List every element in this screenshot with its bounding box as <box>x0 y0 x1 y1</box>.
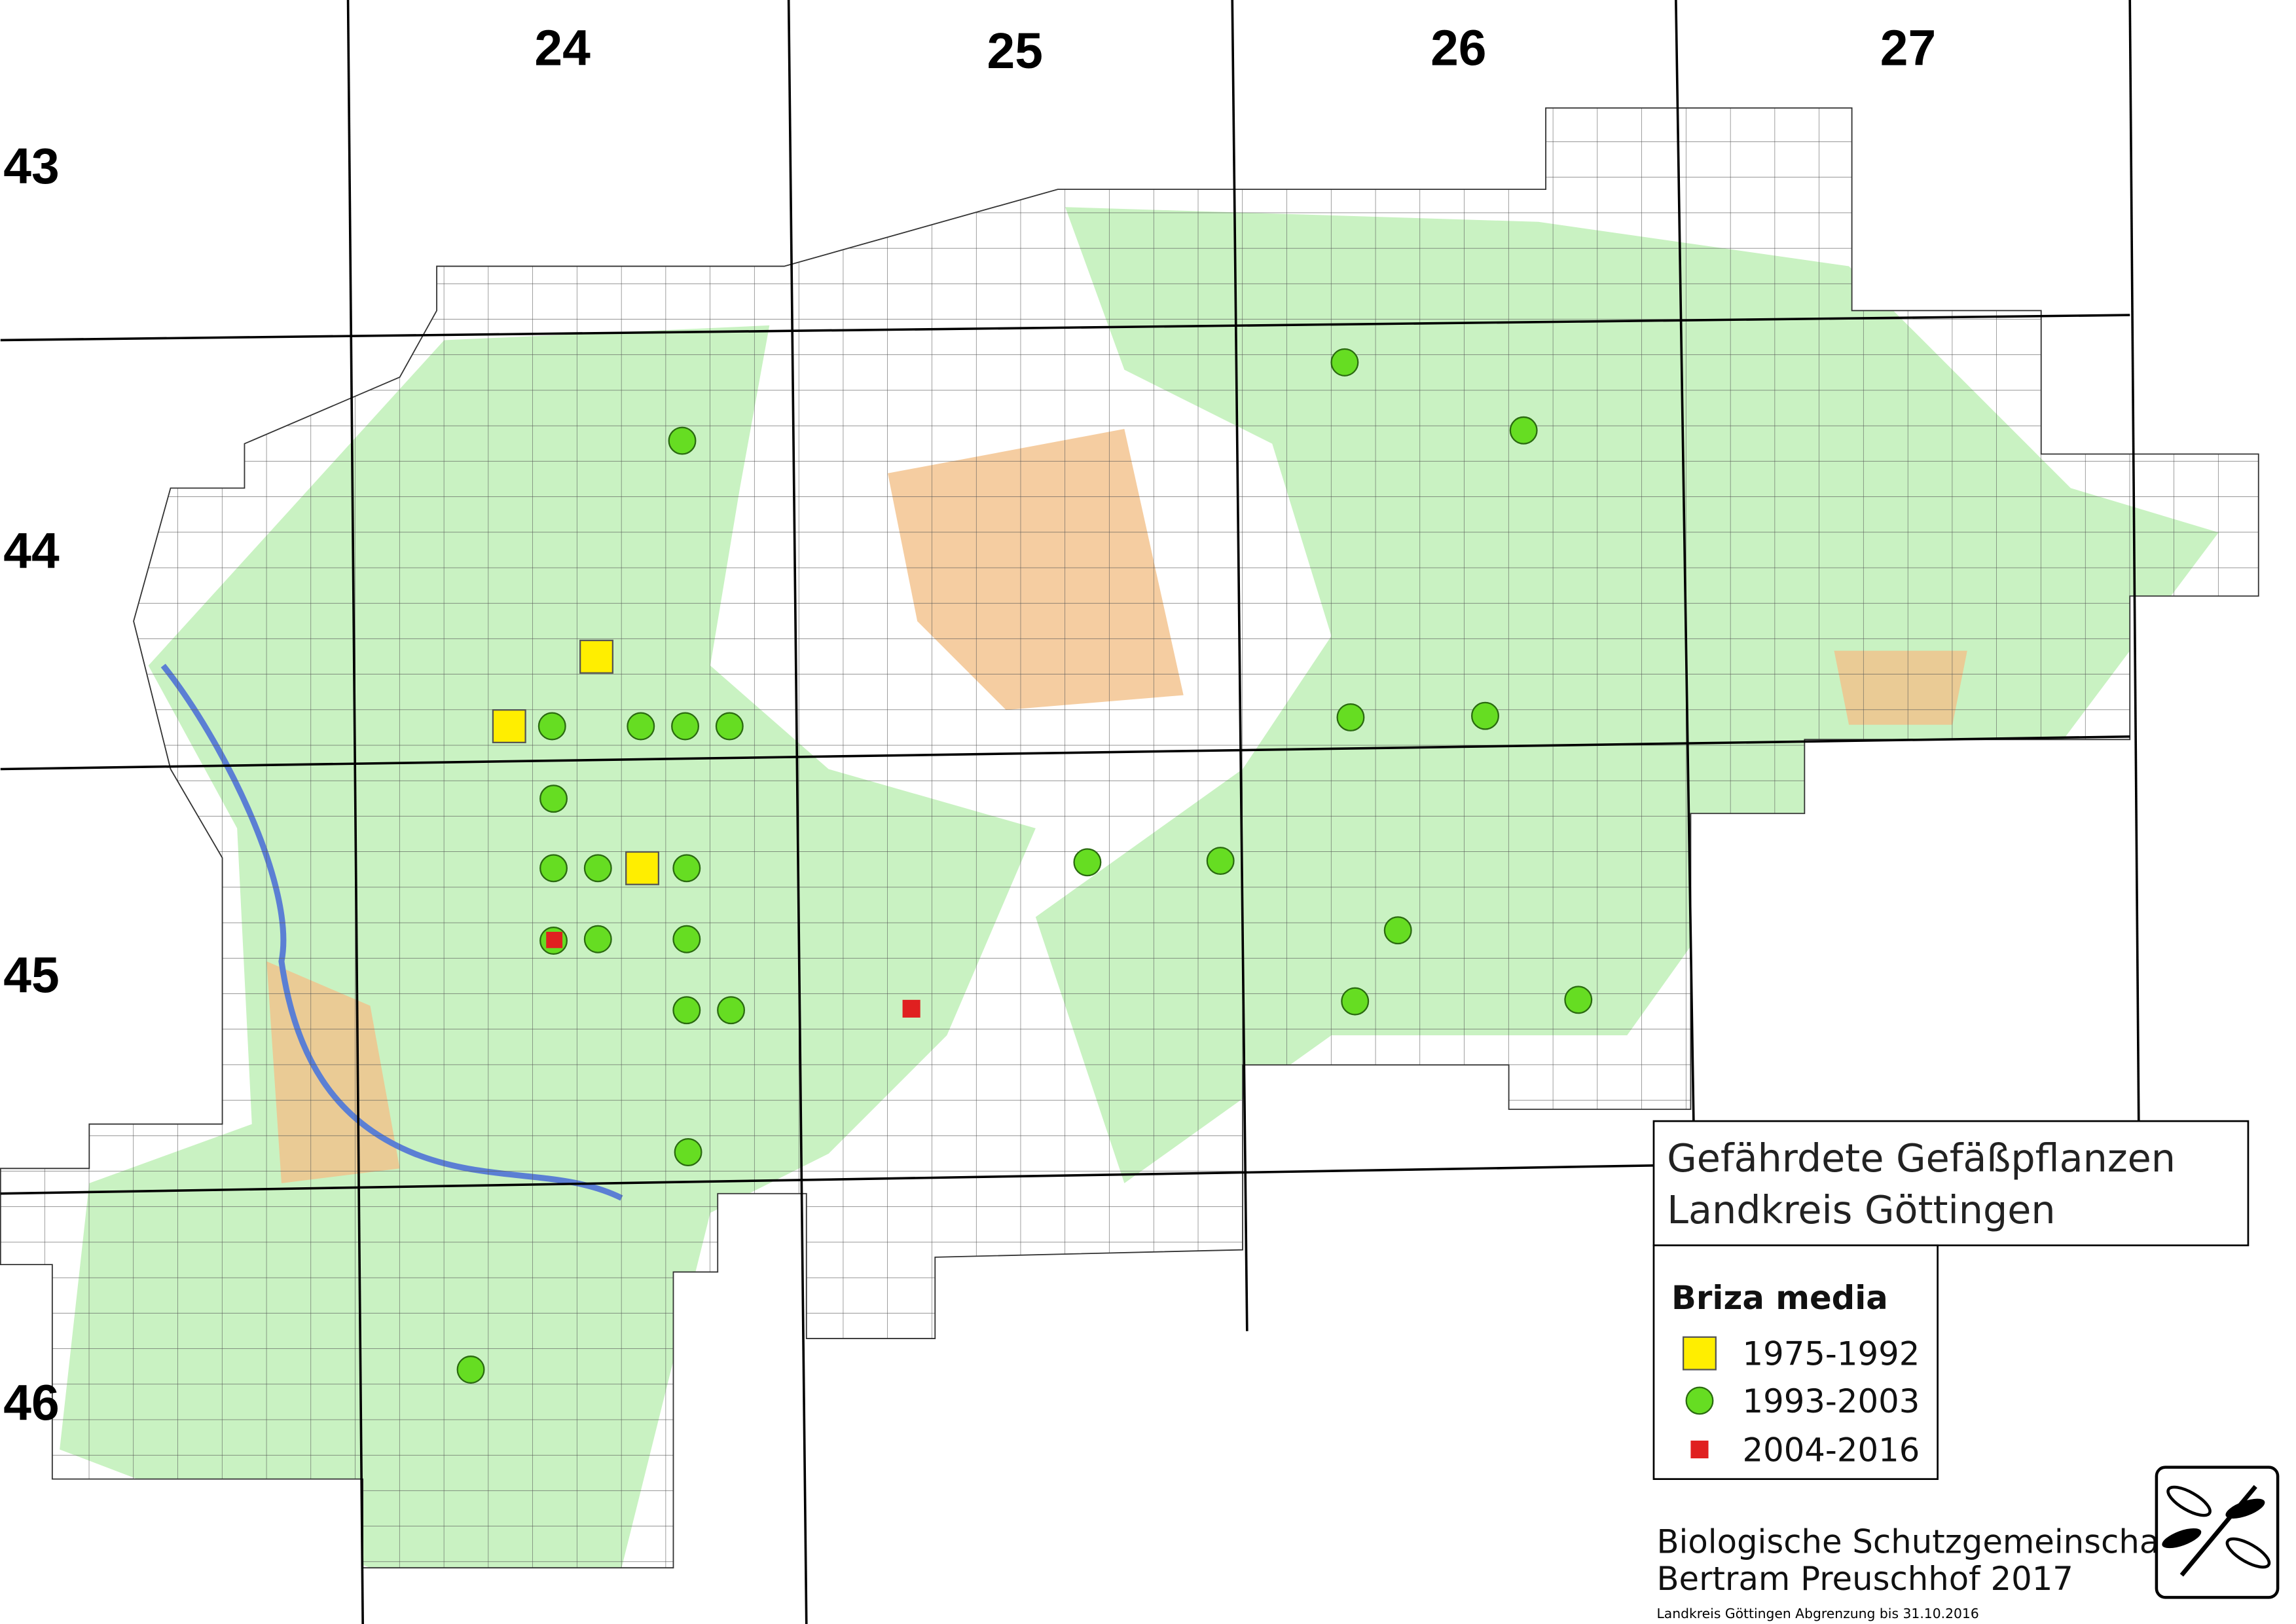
footer-author: Bertram Preuschhof 2017 <box>1656 1560 2073 1598</box>
column-label: 27 <box>1880 20 1936 76</box>
major-grid <box>0 0 2140 1624</box>
row-label: 46 <box>3 1375 59 1431</box>
footer-note: Landkreis Göttingen Abgrenzung bis 31.10… <box>1656 1606 1978 1621</box>
column-label: 24 <box>534 20 591 76</box>
column-label: 25 <box>987 23 1043 79</box>
legend-swatch <box>1690 1440 1709 1459</box>
column-label: 26 <box>1430 20 1486 76</box>
title: Landkreis Göttingen <box>1667 1187 2055 1232</box>
row-label: 44 <box>3 523 60 579</box>
title: Gefährdete Gefäßpflanzen <box>1667 1135 2176 1181</box>
legend-label: 1993-2003 <box>1742 1382 1920 1420</box>
records <box>456 348 1593 1384</box>
footer-org: Biologische Schutzgemeinschaft <box>1656 1523 2183 1561</box>
row-label: 45 <box>3 948 59 1004</box>
legend-label: 1975-1992 <box>1742 1335 1920 1373</box>
logo <box>2155 1466 2280 1599</box>
row-label: 43 <box>3 138 59 194</box>
legend-label: 2004-2016 <box>1742 1431 1920 1469</box>
title-box <box>1652 1120 2250 1247</box>
legend-swatch <box>1683 1336 1717 1371</box>
legend-swatch <box>1685 1386 1714 1415</box>
legend-title: Briza media <box>1671 1279 1888 1317</box>
